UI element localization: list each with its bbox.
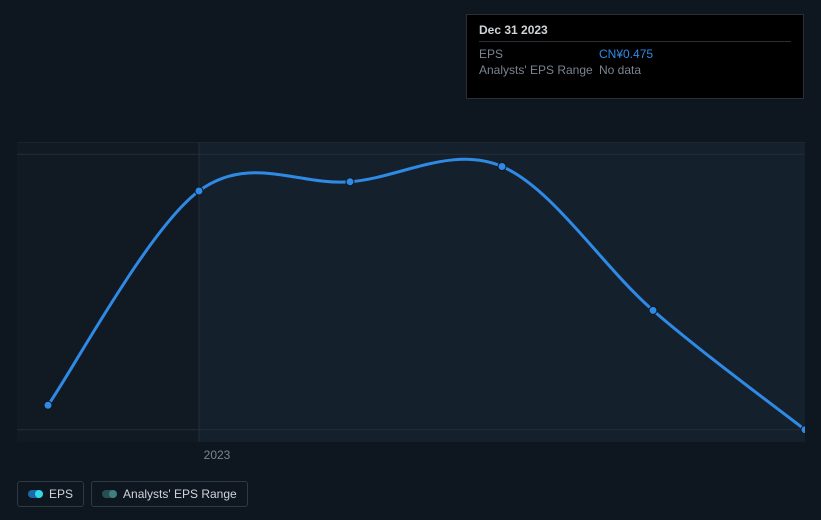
chart-legend: EPS Analysts' EPS Range bbox=[17, 481, 248, 507]
chart-tooltip: Dec 31 2023 EPSCN¥0.475Analysts' EPS Ran… bbox=[466, 14, 804, 99]
tooltip-row-value: No data bbox=[599, 63, 641, 77]
tooltip-date: Dec 31 2023 bbox=[479, 23, 791, 42]
tooltip-row-label: EPS bbox=[479, 47, 599, 61]
tooltip-row: EPSCN¥0.475 bbox=[479, 46, 791, 62]
eps-line-chart bbox=[17, 142, 805, 442]
legend-item-label: Analysts' EPS Range bbox=[123, 487, 237, 501]
legend-swatch-icon bbox=[102, 490, 116, 498]
x-axis-tick-label: 2023 bbox=[204, 448, 231, 462]
legend-swatch-icon bbox=[28, 490, 42, 498]
tooltip-row: Analysts' EPS RangeNo data bbox=[479, 62, 791, 78]
tooltip-row-value: CN¥0.475 bbox=[599, 47, 653, 61]
legend-item-label: EPS bbox=[49, 487, 73, 501]
tooltip-row-label: Analysts' EPS Range bbox=[479, 63, 599, 77]
legend-item[interactable]: Analysts' EPS Range bbox=[91, 481, 248, 507]
legend-item[interactable]: EPS bbox=[17, 481, 84, 507]
